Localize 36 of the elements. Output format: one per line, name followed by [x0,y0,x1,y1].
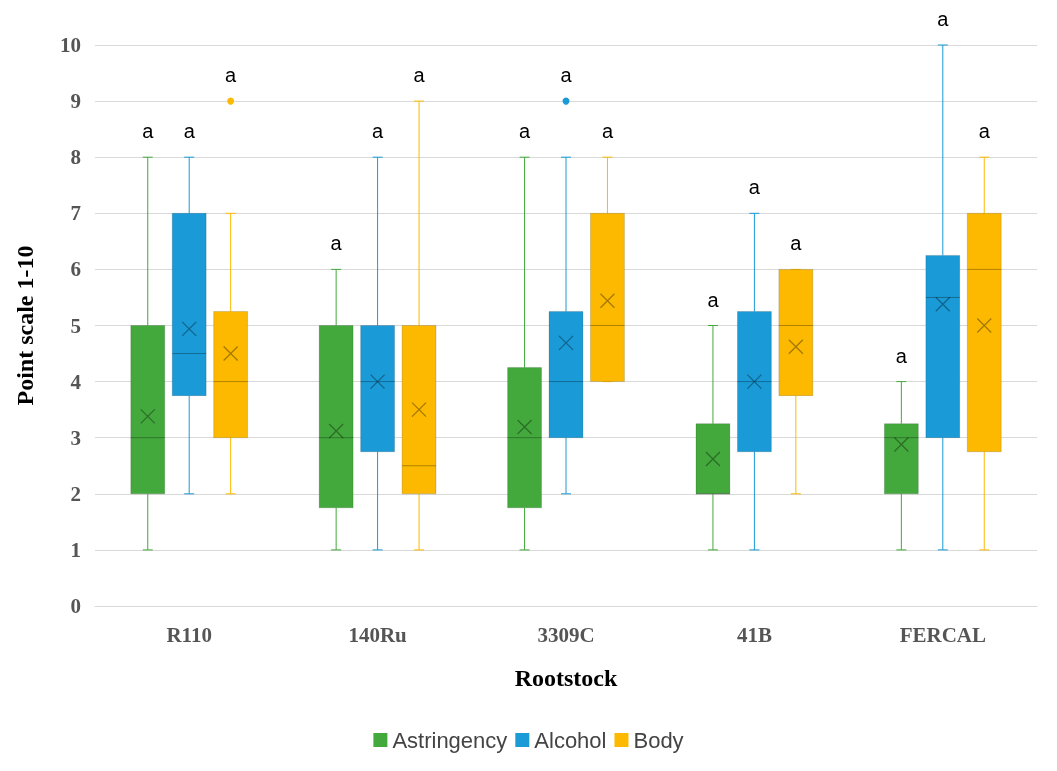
annotation: a [560,64,573,87]
annotation: a [790,232,803,255]
annotation: a [518,120,531,143]
annotation: a [183,120,196,143]
x-tick-label: 41B [736,622,772,647]
legend-label: Alcohol [534,727,607,753]
y-tick-label: 8 [70,145,81,170]
y-tick-label: 2 [70,481,81,506]
y-axis-title: Point scale 1-10 [12,245,38,406]
annotation: a [707,288,720,311]
x-axis-title: Rootstock [514,665,618,691]
annotation: a [413,64,426,87]
legend-label: Body [633,727,684,753]
annotation: a [225,64,238,87]
y-tick-label: 9 [70,89,81,114]
y-tick-label: 10 [60,33,81,57]
annotation: a [978,120,991,143]
x-tick-label: FERCAL [899,622,986,647]
x-tick-label: 140Ru [348,622,408,647]
y-tick-label: 6 [70,257,81,282]
x-tick-label: R110 [166,622,212,647]
annotation: a [601,120,614,143]
annotation: a [895,344,908,367]
annotation: a [330,232,343,255]
text: a [937,8,950,30]
y-tick-label: 1 [70,537,81,562]
annotation: a [142,120,155,143]
y-tick-label: 5 [70,313,81,338]
annotation: a [372,120,385,143]
annotation: a [748,176,761,199]
y-tick-label: 7 [70,201,81,226]
y-tick-label: 3 [70,425,81,450]
legend-label: Astringency [392,727,508,753]
y-tick-label: 4 [70,369,82,394]
x-tick-label: 3309C [537,622,595,647]
y-tick-label: 0 [70,594,81,618]
